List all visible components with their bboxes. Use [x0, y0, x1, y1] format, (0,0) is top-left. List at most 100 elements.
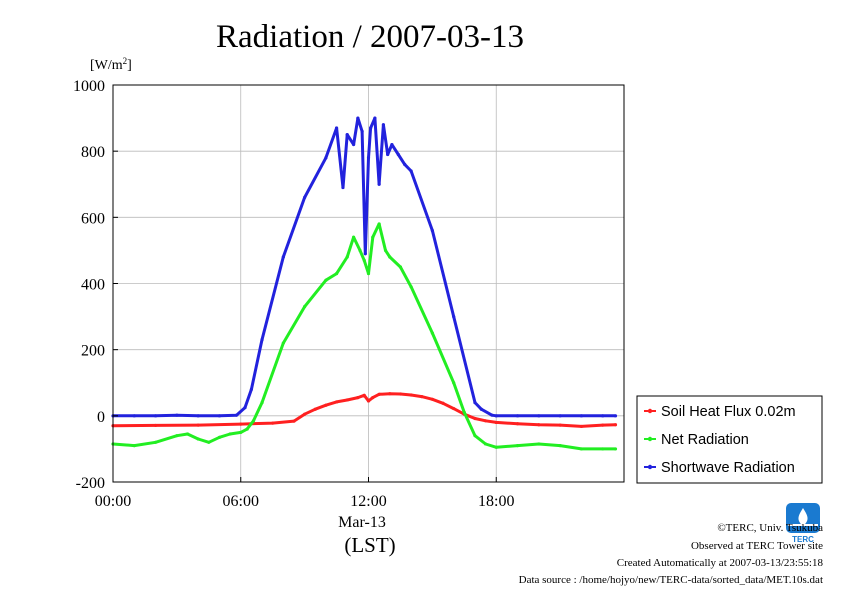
- axis-ticks: -200 0 200 400 600 800 1000 00:00 06:00 12:00 18:0…: [73, 78, 514, 510]
- data-point: [260, 401, 264, 405]
- y-tick-label: -200: [76, 475, 105, 492]
- data-point: [515, 444, 520, 448]
- data-point: [601, 423, 605, 427]
- data-point: [351, 142, 356, 147]
- data-point: [207, 440, 211, 444]
- data-point: [409, 285, 413, 289]
- chart-title: Radiation / 2007-03-13: [216, 19, 524, 55]
- x-tick-label: 12:00: [350, 493, 386, 510]
- data-point: [249, 387, 253, 391]
- data-point: [601, 447, 605, 451]
- series-line-0: [112, 392, 616, 428]
- series-line-2: [113, 116, 616, 418]
- data-point: [196, 423, 200, 427]
- data-point: [515, 422, 520, 426]
- credit-observed: Observed at TERC Tower site: [691, 540, 823, 552]
- credit-source: Data source : /home/hojyo/new/TERC-data/…: [519, 574, 823, 586]
- data-point: [537, 442, 541, 446]
- data-point: [537, 414, 541, 418]
- data-point: [396, 152, 400, 157]
- water-drop-icon: [798, 508, 808, 526]
- data-point: [281, 255, 285, 259]
- x-tick-label: 00:00: [95, 493, 131, 510]
- data-point: [371, 396, 375, 400]
- data-point: [452, 381, 456, 385]
- x-axis-zone-label: (LST): [344, 533, 395, 557]
- y-axis-unit-close: ]: [127, 58, 132, 73]
- data-point: [558, 414, 562, 418]
- data-point: [245, 427, 249, 431]
- data-point: [579, 414, 584, 418]
- y-axis-unit-main: [W/m: [90, 58, 123, 73]
- legend-box: [636, 395, 823, 484]
- data-point: [452, 314, 456, 319]
- data-point: [579, 447, 584, 451]
- data-point: [613, 447, 618, 451]
- logo-text: TERC: [792, 535, 814, 544]
- data-point: [251, 419, 256, 423]
- data-point: [452, 406, 456, 411]
- credits: ©TERC, Univ. Tsukuba Observed at TERC To…: [519, 522, 824, 586]
- legend-swatch-marker: [647, 464, 653, 470]
- data-point: [390, 142, 394, 147]
- data-point: [462, 410, 466, 415]
- data-point: [430, 331, 434, 335]
- y-tick-label: 800: [81, 144, 105, 161]
- data-point: [371, 235, 375, 239]
- data-point: [373, 116, 377, 120]
- data-point: [153, 414, 158, 418]
- data-point: [239, 430, 243, 434]
- data-point: [303, 195, 307, 200]
- data-point: [369, 126, 373, 130]
- data-point: [153, 440, 158, 444]
- data-point: [381, 123, 386, 127]
- data-point: [388, 392, 392, 396]
- series-lines: [111, 116, 618, 451]
- y-axis-unit-label: [W/m2]: [90, 56, 132, 73]
- data-point: [358, 248, 362, 253]
- data-point: [175, 413, 179, 417]
- data-point: [351, 235, 356, 239]
- data-point: [403, 162, 407, 166]
- data-point: [324, 156, 328, 160]
- legend-label: Net Radiation: [661, 432, 749, 448]
- x-axis-date-label: Mar-13: [338, 514, 386, 531]
- data-point: [494, 445, 498, 449]
- data-point: [579, 424, 584, 429]
- y-tick-label: 200: [81, 343, 105, 360]
- data-point: [473, 416, 477, 421]
- terc-logo: TERC: [786, 503, 820, 544]
- data-point: [345, 133, 349, 137]
- data-point: [441, 401, 445, 405]
- legend-label: Soil Heat Flux 0.02m: [661, 404, 796, 420]
- data-point: [494, 414, 498, 418]
- data-point: [537, 423, 541, 427]
- data-point: [558, 423, 562, 427]
- data-point: [386, 152, 390, 157]
- data-point: [334, 400, 339, 404]
- data-point: [175, 434, 179, 438]
- data-point: [398, 392, 403, 396]
- data-point: [377, 392, 381, 396]
- data-point: [217, 414, 222, 418]
- data-point: [613, 423, 618, 427]
- data-point: [420, 395, 424, 399]
- x-tick-label: 06:00: [223, 493, 259, 510]
- data-point: [515, 414, 520, 418]
- data-point: [377, 222, 381, 226]
- data-point: [334, 271, 339, 276]
- y-tick-label: 1000: [73, 78, 105, 95]
- data-point: [324, 403, 328, 407]
- data-point: [153, 423, 158, 428]
- data-point: [398, 265, 403, 269]
- credit-created: Created Automatically at 2007-03-13/23:5…: [617, 557, 824, 569]
- data-point: [362, 258, 366, 262]
- legend-label: Shortwave Radiation: [661, 460, 795, 476]
- data-point: [360, 129, 364, 133]
- data-point: [196, 437, 200, 441]
- data-point: [356, 396, 360, 400]
- data-point: [271, 421, 275, 425]
- y-tick-label: 0: [97, 409, 105, 426]
- data-point: [363, 252, 367, 256]
- data-point: [430, 228, 434, 233]
